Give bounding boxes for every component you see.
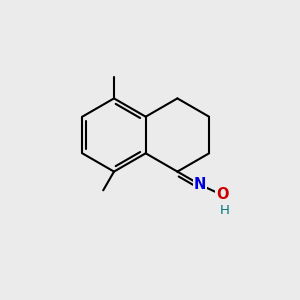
Text: N: N [194,177,206,192]
Text: O: O [216,188,228,202]
Text: H: H [220,204,230,217]
